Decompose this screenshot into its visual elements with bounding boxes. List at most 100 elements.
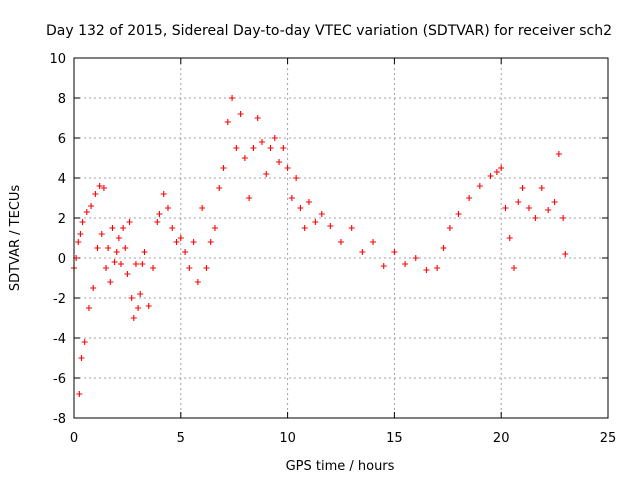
data-point — [85, 305, 92, 311]
x-tick-label: 0 — [70, 431, 78, 446]
data-point — [359, 249, 366, 255]
data-point — [276, 159, 283, 165]
data-point — [380, 263, 387, 269]
data-point — [538, 185, 545, 191]
data-point — [194, 279, 201, 285]
x-tick-label: 10 — [279, 431, 296, 446]
data-point — [506, 235, 513, 241]
data-point — [216, 185, 223, 191]
data-point — [297, 205, 304, 211]
data-point — [169, 225, 176, 231]
data-point — [79, 219, 86, 225]
data-point — [135, 305, 142, 311]
data-point — [98, 231, 105, 237]
data-point — [338, 239, 344, 245]
data-point — [77, 231, 84, 237]
y-tick-label: 6 — [58, 132, 66, 147]
data-point — [117, 261, 124, 267]
data-point — [111, 259, 118, 265]
data-point — [293, 175, 300, 181]
data-point — [301, 225, 308, 231]
data-point — [207, 239, 214, 245]
y-tick-label: 2 — [58, 212, 66, 227]
x-axis-label: GPS time / hours — [286, 459, 395, 474]
data-point — [254, 115, 261, 121]
data-point — [412, 255, 419, 261]
chart-title: Day 132 of 2015, Sidereal Day-to-day VTE… — [46, 23, 612, 39]
x-tick-label: 5 — [177, 431, 185, 446]
data-point — [83, 209, 90, 215]
data-point — [493, 169, 500, 175]
data-point — [545, 207, 552, 213]
data-point — [498, 165, 505, 171]
data-point — [160, 191, 167, 197]
data-point — [434, 265, 441, 271]
data-point — [100, 185, 107, 191]
data-point — [233, 145, 240, 151]
grid-lines — [74, 58, 608, 418]
data-point — [75, 239, 82, 245]
data-point — [250, 145, 257, 151]
x-tick-label: 15 — [386, 431, 403, 446]
data-point — [90, 285, 97, 291]
data-point — [267, 145, 274, 151]
data-point — [532, 215, 539, 221]
data-point — [76, 391, 83, 397]
data-point — [318, 211, 325, 217]
data-point — [124, 271, 131, 277]
data-point — [466, 195, 473, 201]
data-point — [476, 183, 483, 189]
x-tick-label: 25 — [600, 431, 617, 446]
data-point — [288, 195, 295, 201]
data-point — [154, 219, 161, 225]
data-point — [237, 111, 244, 117]
x-tick-label: 20 — [493, 431, 510, 446]
y-tick-label: -6 — [53, 372, 66, 387]
data-point — [126, 219, 133, 225]
data-point — [96, 183, 103, 189]
data-point — [502, 205, 509, 211]
data-point — [348, 225, 355, 231]
data-point — [220, 165, 227, 171]
data-point — [128, 295, 135, 301]
data-point — [132, 261, 139, 267]
y-tick-label: 8 — [58, 92, 66, 107]
data-point — [515, 199, 522, 205]
data-point — [551, 199, 558, 205]
data-point — [109, 225, 116, 231]
data-point — [423, 267, 430, 273]
data-point — [141, 249, 148, 255]
y-tick-label: 4 — [58, 172, 66, 187]
data-point — [241, 155, 248, 161]
axis-ticks: -8 -6 -4 -2 0 2 4 6 8 10 0 5 10 15 20 25 — [49, 52, 616, 446]
data-point — [455, 211, 462, 217]
data-point — [525, 205, 532, 211]
data-point — [156, 211, 163, 217]
data-point — [280, 145, 287, 151]
data-point — [139, 261, 146, 267]
data-point — [115, 235, 122, 241]
y-tick-label: 0 — [58, 252, 66, 267]
y-tick-label: 10 — [49, 52, 66, 67]
data-point — [130, 315, 137, 321]
data-point — [560, 215, 567, 221]
data-point — [487, 173, 494, 179]
data-points — [71, 95, 569, 397]
y-tick-label: -8 — [53, 412, 66, 427]
data-point — [78, 355, 85, 361]
data-point — [164, 205, 171, 211]
data-point — [182, 249, 189, 255]
data-point — [555, 151, 562, 157]
data-point — [137, 291, 144, 297]
data-point — [258, 139, 265, 145]
data-point — [92, 191, 99, 197]
data-point — [224, 119, 231, 125]
data-point — [105, 245, 112, 251]
data-point — [103, 265, 110, 271]
data-point — [150, 265, 157, 271]
data-point — [113, 249, 120, 255]
data-point — [391, 249, 398, 255]
data-point — [446, 225, 453, 231]
data-point — [145, 303, 152, 309]
